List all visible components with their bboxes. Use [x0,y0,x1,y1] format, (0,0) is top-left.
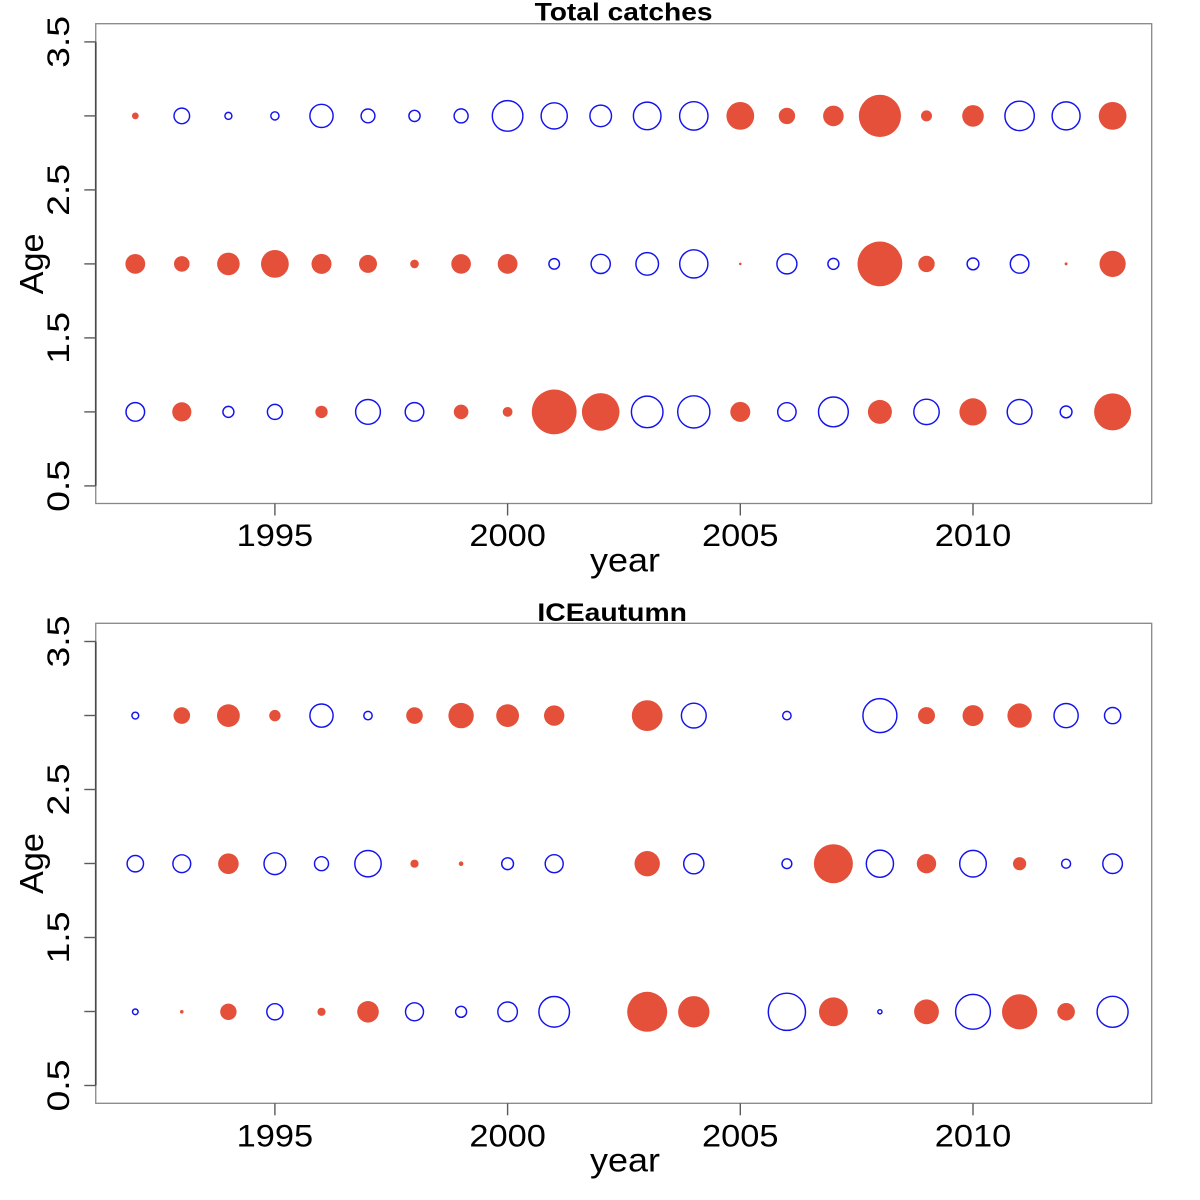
svg-text:1.5: 1.5 [40,312,76,364]
svg-text:3.5: 3.5 [40,616,76,668]
svg-text:1995: 1995 [237,518,314,553]
svg-text:2000: 2000 [469,518,546,553]
svg-text:1.5: 1.5 [40,912,76,964]
svg-text:Total catches: Total catches [535,0,713,27]
svg-text:Age: Age [13,233,50,294]
svg-text:2005: 2005 [702,1119,779,1154]
svg-text:2010: 2010 [935,1119,1012,1154]
svg-text:year: year [590,1141,660,1178]
svg-text:ICEautumn: ICEautumn [537,599,687,627]
svg-text:2.5: 2.5 [40,164,76,216]
svg-text:2000: 2000 [469,1119,546,1154]
svg-text:0.5: 0.5 [40,1060,76,1112]
svg-text:3.5: 3.5 [40,16,76,68]
svg-text:1995: 1995 [237,1119,314,1154]
svg-text:2005: 2005 [702,518,779,553]
svg-text:2.5: 2.5 [40,764,76,816]
svg-text:year: year [590,542,660,579]
svg-text:0.5: 0.5 [40,460,76,512]
svg-text:2010: 2010 [935,518,1012,553]
svg-text:Age: Age [13,833,50,894]
